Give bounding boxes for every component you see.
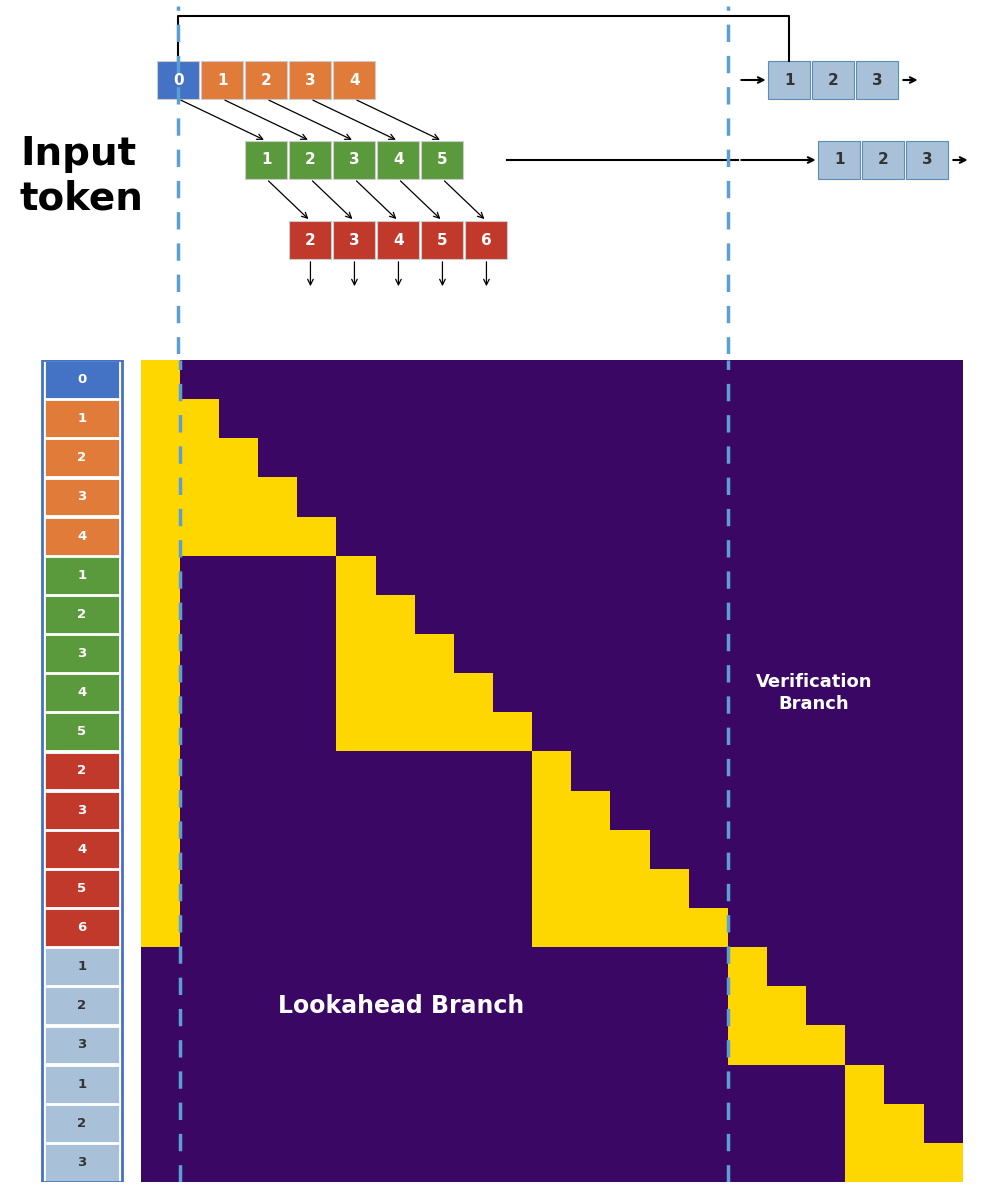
Bar <box>157 61 200 100</box>
Text: 2: 2 <box>305 152 316 168</box>
Text: 5: 5 <box>437 152 447 168</box>
Text: 2: 2 <box>828 72 839 88</box>
Text: 6: 6 <box>78 922 86 934</box>
Text: 1: 1 <box>78 960 86 973</box>
Text: 4: 4 <box>78 842 86 856</box>
Text: Lookahead Branch: Lookahead Branch <box>277 994 524 1018</box>
Bar <box>333 221 376 259</box>
Bar <box>289 221 331 259</box>
Bar <box>45 714 119 750</box>
Bar <box>289 142 331 179</box>
Bar <box>45 1144 119 1181</box>
Text: 1: 1 <box>261 152 271 168</box>
Bar <box>45 830 119 868</box>
Text: 1: 1 <box>78 569 86 582</box>
Text: 3: 3 <box>78 647 86 660</box>
Text: 3: 3 <box>872 72 883 88</box>
Text: 4: 4 <box>394 233 404 247</box>
Bar <box>45 479 119 515</box>
Text: 1: 1 <box>78 1078 86 1091</box>
Text: 3: 3 <box>349 152 360 168</box>
Text: 3: 3 <box>78 1038 86 1051</box>
Bar <box>45 557 119 594</box>
Text: 2: 2 <box>261 72 271 88</box>
Text: Input
token: Input token <box>20 134 144 217</box>
Text: 2: 2 <box>78 608 86 620</box>
Bar <box>857 61 899 100</box>
Bar <box>907 142 948 179</box>
Bar <box>378 221 419 259</box>
Text: 5: 5 <box>437 233 447 247</box>
Bar <box>768 61 810 100</box>
Bar <box>202 61 244 100</box>
Bar <box>45 752 119 790</box>
Bar <box>45 674 119 712</box>
Text: 4: 4 <box>78 686 86 700</box>
Text: 1: 1 <box>834 152 845 168</box>
Bar <box>333 142 376 179</box>
Bar <box>45 1066 119 1103</box>
Bar <box>43 360 121 1182</box>
Bar <box>246 142 287 179</box>
Text: 3: 3 <box>78 491 86 504</box>
Text: 3: 3 <box>305 72 316 88</box>
Bar <box>45 635 119 672</box>
Text: 2: 2 <box>78 451 86 464</box>
Bar <box>45 792 119 828</box>
Bar <box>465 221 508 259</box>
Bar <box>45 910 119 946</box>
Bar <box>45 517 119 554</box>
Bar <box>45 870 119 907</box>
Text: Verification
Branch: Verification Branch <box>755 673 872 713</box>
Text: 1: 1 <box>218 72 228 88</box>
Text: 4: 4 <box>394 152 404 168</box>
Bar <box>863 142 905 179</box>
Text: 2: 2 <box>305 233 316 247</box>
Bar <box>818 142 861 179</box>
Text: 2: 2 <box>78 1117 86 1129</box>
Bar <box>378 142 419 179</box>
Text: 1: 1 <box>784 72 795 88</box>
Bar <box>45 361 119 398</box>
Text: 2: 2 <box>78 1000 86 1013</box>
Bar <box>45 988 119 1025</box>
Bar <box>45 439 119 476</box>
Text: 3: 3 <box>922 152 932 168</box>
Bar <box>333 61 376 100</box>
Bar <box>246 61 287 100</box>
Bar <box>45 1027 119 1063</box>
Text: 1: 1 <box>78 413 86 425</box>
Bar <box>289 61 331 100</box>
Text: 3: 3 <box>78 1156 86 1169</box>
Text: 6: 6 <box>481 233 492 247</box>
Bar <box>45 948 119 985</box>
Bar <box>45 1105 119 1141</box>
Text: 3: 3 <box>349 233 360 247</box>
Text: 0: 0 <box>173 72 184 88</box>
Text: 5: 5 <box>78 882 86 895</box>
Text: 2: 2 <box>878 152 889 168</box>
Text: 3: 3 <box>78 804 86 817</box>
Text: 5: 5 <box>78 725 86 738</box>
Bar <box>812 61 855 100</box>
Bar <box>45 596 119 632</box>
Bar <box>421 142 463 179</box>
Text: 4: 4 <box>349 72 360 88</box>
Bar <box>45 401 119 437</box>
Text: 0: 0 <box>78 373 86 386</box>
Text: 4: 4 <box>78 529 86 542</box>
Text: 2: 2 <box>78 764 86 778</box>
Bar <box>421 221 463 259</box>
